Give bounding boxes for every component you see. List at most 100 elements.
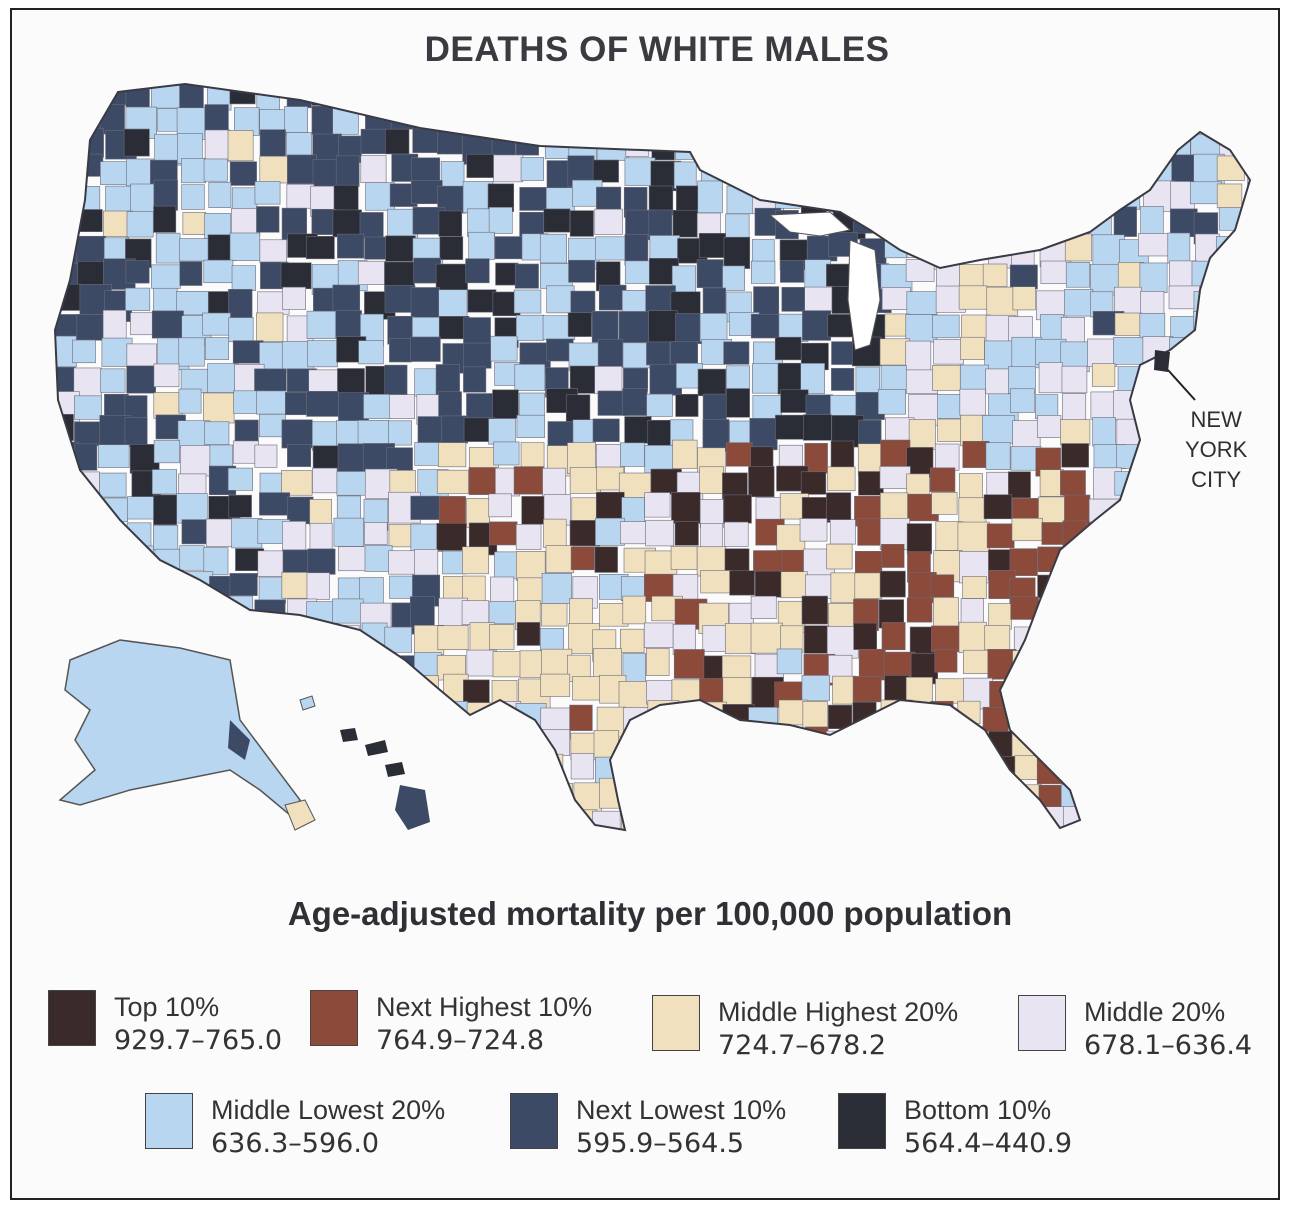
county-cell <box>1139 781 1169 814</box>
county-cell <box>410 336 441 362</box>
county-cell <box>157 781 189 807</box>
county-cell <box>1062 833 1093 856</box>
county-cell <box>75 835 105 860</box>
county-cell <box>1063 574 1091 601</box>
county-cell <box>884 206 915 230</box>
county-cell <box>1112 677 1139 707</box>
county-cell <box>332 84 360 106</box>
county-cell <box>181 519 210 545</box>
county-cell <box>801 497 831 523</box>
county-cell <box>125 84 150 110</box>
county-cell <box>1012 420 1041 452</box>
county-cell <box>906 597 933 623</box>
county-cell <box>207 363 239 393</box>
county-cell <box>519 187 547 211</box>
county-cell <box>936 84 965 109</box>
county-cell <box>492 651 522 678</box>
county-cell <box>203 547 229 576</box>
county-cell <box>259 129 286 160</box>
county-cell <box>439 806 464 830</box>
county-cell <box>124 600 148 631</box>
county-cell <box>55 104 72 132</box>
county-cell <box>179 779 208 810</box>
county-cell <box>801 675 830 701</box>
county-cell <box>227 130 254 162</box>
county-cell <box>493 154 524 183</box>
county-cell <box>516 414 546 438</box>
county-cell <box>334 752 363 779</box>
county-cell <box>880 699 913 725</box>
county-cell <box>620 442 645 467</box>
county-cell <box>233 832 258 860</box>
county-cell <box>1090 677 1118 701</box>
county-cell <box>701 756 734 781</box>
county-cell <box>123 128 150 157</box>
county-cell <box>1113 390 1143 421</box>
county-cell <box>333 517 364 547</box>
county-cell <box>259 239 287 263</box>
county-cell <box>461 600 490 625</box>
county-cell <box>72 107 104 131</box>
county-cell <box>566 84 599 108</box>
county-cell <box>930 206 961 238</box>
county-cell <box>1011 158 1044 186</box>
county-cell <box>697 180 723 214</box>
county-cell <box>1142 627 1175 653</box>
county-cell <box>100 161 131 185</box>
county-cell <box>1139 313 1166 341</box>
county-cell <box>906 447 934 478</box>
county-cell <box>1249 285 1250 314</box>
county-cell <box>55 366 76 395</box>
county-cell <box>673 161 697 189</box>
county-cell <box>385 128 410 155</box>
us-outline <box>53 82 1252 832</box>
county-cell <box>153 392 183 419</box>
county-cell <box>855 366 880 395</box>
county-cell <box>1114 758 1144 785</box>
county-cell <box>1170 494 1194 519</box>
county-cell <box>312 835 338 858</box>
county-cell <box>674 521 699 546</box>
county-cell <box>984 625 1011 651</box>
county-cell <box>467 289 497 313</box>
county-cell <box>358 340 384 365</box>
county-cell <box>203 600 228 628</box>
county-cell <box>489 757 519 783</box>
county-cell <box>963 84 996 110</box>
county-cell <box>697 837 721 860</box>
county-cell <box>1041 705 1071 731</box>
county-cell <box>573 782 602 813</box>
county-cell <box>1139 676 1169 700</box>
county-cell <box>855 757 881 786</box>
county-cell <box>256 312 284 342</box>
county-cell <box>723 84 752 100</box>
county-cell <box>1249 647 1250 677</box>
county-cell <box>853 835 877 860</box>
county-cell <box>489 833 519 859</box>
county-cell <box>128 806 151 830</box>
county-cell <box>360 128 387 154</box>
county-cell <box>883 726 908 752</box>
county-cell <box>468 785 500 812</box>
county-cell <box>259 413 286 438</box>
county-cell <box>257 550 286 577</box>
county-cell <box>177 807 209 830</box>
county-cell <box>804 625 829 654</box>
county-cell <box>55 84 74 106</box>
county-cell <box>592 84 623 111</box>
county-cell <box>1193 810 1217 830</box>
county-cell <box>750 260 776 284</box>
county-cell <box>337 443 367 474</box>
county-cell <box>1042 834 1074 860</box>
county-cell <box>516 831 540 860</box>
county-cell <box>618 311 651 343</box>
county-cell <box>1092 754 1117 788</box>
county-cell <box>678 833 705 860</box>
county-cell <box>1093 597 1119 624</box>
county-cell <box>1113 785 1142 812</box>
county-cell <box>957 521 990 553</box>
county-cell <box>594 546 618 573</box>
county-cell <box>906 834 936 860</box>
county-cell <box>595 236 628 261</box>
county-cell <box>1194 340 1221 368</box>
